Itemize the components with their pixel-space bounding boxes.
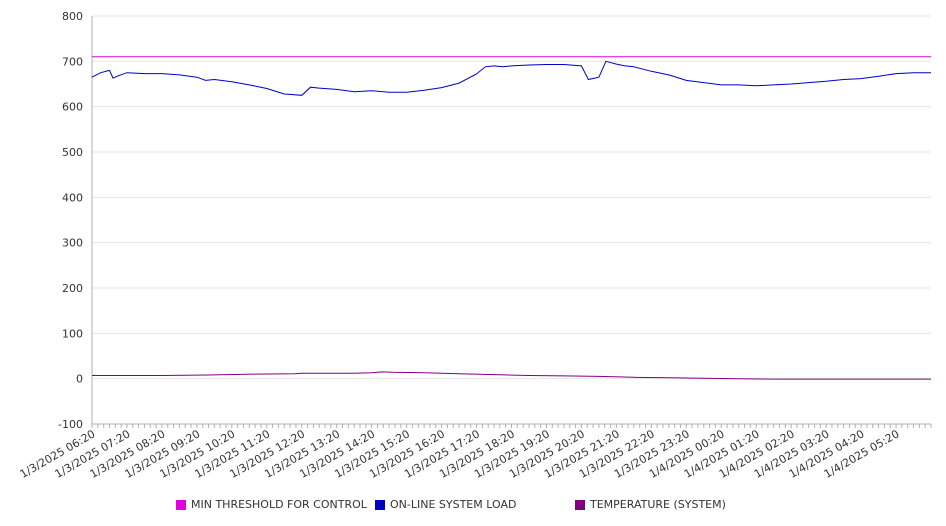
axes — [91, 16, 932, 428]
legend-swatch-min-threshold — [176, 499, 186, 510]
y-tick-label: 500 — [62, 146, 83, 159]
series-line-2 — [91, 60, 931, 96]
series-line-3 — [92, 371, 931, 380]
y-tick-labels: 800 700 600 500 400 300 200 100 0 -100 — [58, 10, 83, 431]
grid-lines — [92, 15, 931, 425]
legend-item-min-threshold[interactable]: MIN THRESHOLD FOR CONTROL — [176, 498, 367, 511]
y-tick-label: 800 — [62, 10, 83, 23]
legend-label-min-threshold: MIN THRESHOLD FOR CONTROL — [191, 498, 367, 511]
y-tick-label: 400 — [62, 191, 83, 204]
legend-label-temperature-system: TEMPERATURE (SYSTEM) — [590, 498, 726, 511]
legend-item-online-system-load[interactable]: ON-LINE SYSTEM LOAD — [375, 498, 516, 511]
y-tick-label: 600 — [62, 101, 83, 114]
y-tick-label: 200 — [62, 282, 83, 295]
legend-label-online-system-load: ON-LINE SYSTEM LOAD — [390, 498, 517, 511]
series-lines — [91, 56, 931, 380]
y-tick-label: 100 — [62, 327, 83, 340]
y-tick-label: 0 — [76, 373, 83, 386]
y-tick-label: 700 — [62, 55, 83, 68]
legend: MIN THRESHOLD FOR CONTROL ON-LINE SYSTEM… — [0, 498, 946, 514]
legend-swatch-online-system-load — [375, 499, 385, 510]
x-tick-labels: 1/3/2025 06:201/3/2025 07:201/3/2025 08:… — [18, 427, 902, 481]
y-tick-label: -100 — [58, 418, 83, 431]
legend-swatch-temperature-system — [575, 499, 585, 510]
y-tick-label: 300 — [62, 237, 83, 250]
legend-item-temperature-system[interactable]: TEMPERATURE (SYSTEM) — [575, 498, 726, 511]
